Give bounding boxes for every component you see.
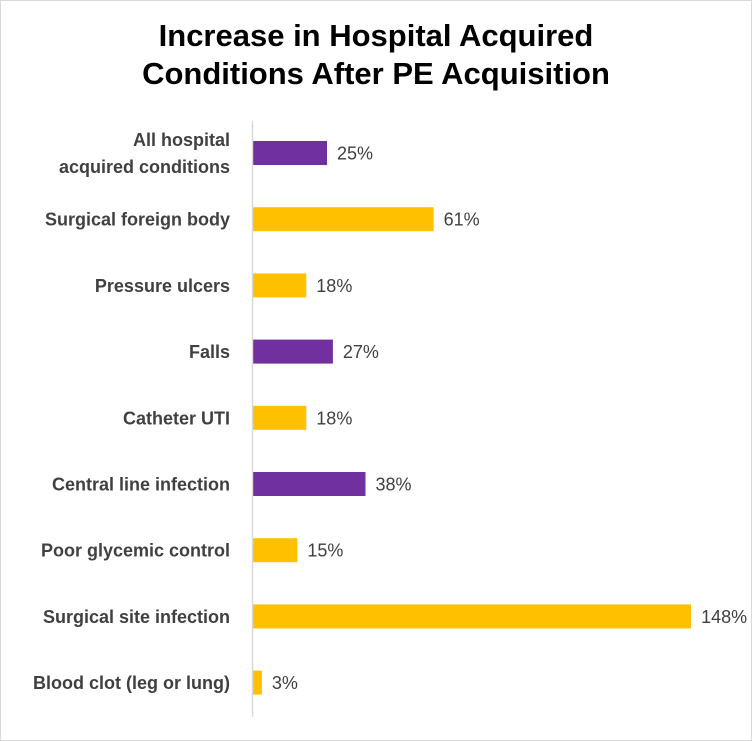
data-label: 38% — [376, 475, 412, 495]
category-label: Central line infection — [52, 475, 230, 495]
bar — [253, 604, 692, 629]
data-label: 25% — [337, 144, 373, 164]
data-label: 3% — [272, 673, 298, 693]
chart-title-line-2: Conditions After PE Acquisition — [142, 56, 610, 91]
category-label: Poor glycemic control — [41, 541, 230, 561]
category-label: Surgical foreign body — [45, 210, 230, 230]
chart-title: Increase in Hospital Acquired Conditions… — [1, 17, 751, 93]
bar — [253, 339, 333, 364]
bar — [253, 273, 307, 298]
bar — [253, 141, 327, 165]
data-label: 61% — [444, 210, 480, 230]
data-label: 15% — [307, 541, 343, 561]
data-label: 27% — [343, 342, 379, 362]
bar — [253, 538, 298, 563]
data-label: 18% — [316, 408, 352, 428]
bar — [253, 670, 262, 695]
category-label: acquired conditions — [59, 157, 230, 177]
category-label: All hospital — [133, 130, 230, 150]
category-label: Surgical site infection — [43, 607, 230, 627]
bar — [253, 472, 366, 496]
chart-title-line-1: Increase in Hospital Acquired — [158, 18, 594, 53]
data-label: 18% — [316, 276, 352, 296]
category-label: Pressure ulcers — [95, 276, 230, 296]
bar — [253, 207, 434, 232]
category-label: Falls — [189, 342, 230, 362]
category-label: Catheter UTI — [123, 408, 230, 428]
data-label: 148% — [701, 607, 747, 627]
category-label: Blood clot (leg or lung) — [33, 673, 230, 693]
bar — [253, 405, 307, 430]
